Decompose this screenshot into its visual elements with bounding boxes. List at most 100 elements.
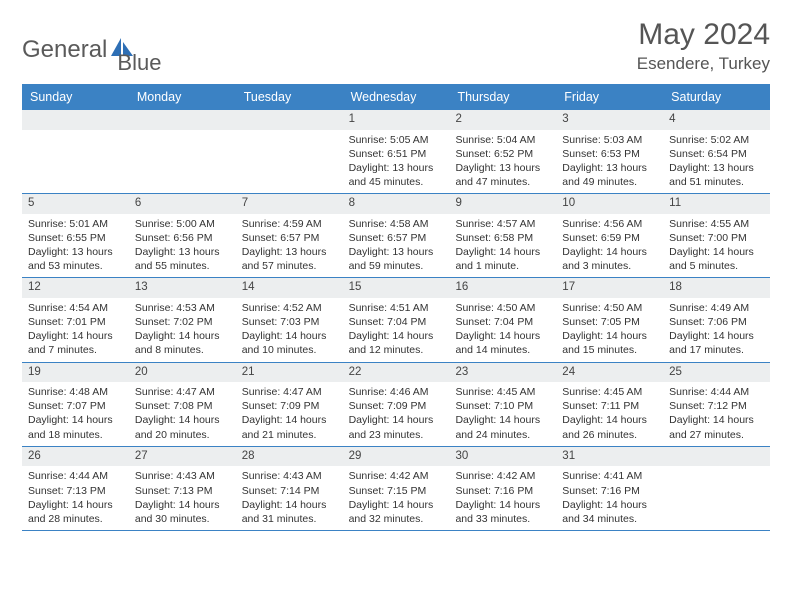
sunset-line: Sunset: 6:58 PM [455,231,550,245]
dl1-line: Daylight: 14 hours [135,413,230,427]
cell-body: Sunrise: 4:52 AMSunset: 7:03 PMDaylight:… [236,298,343,362]
sunset-line: Sunset: 7:14 PM [242,484,337,498]
calendar-cell: 14Sunrise: 4:52 AMSunset: 7:03 PMDayligh… [236,278,343,361]
sunset-line: Sunset: 7:13 PM [28,484,123,498]
sunrise-line: Sunrise: 4:58 AM [349,217,444,231]
day-number: 27 [129,447,236,467]
cell-body: Sunrise: 4:50 AMSunset: 7:05 PMDaylight:… [556,298,663,362]
dl1-line: Daylight: 14 hours [135,329,230,343]
cell-body: Sunrise: 4:41 AMSunset: 7:16 PMDaylight:… [556,466,663,530]
cell-body: Sunrise: 4:43 AMSunset: 7:13 PMDaylight:… [129,466,236,530]
dl1-line: Daylight: 14 hours [242,498,337,512]
day-number: 8 [343,194,450,214]
dl2-line: and 33 minutes. [455,512,550,526]
day-number: 9 [449,194,556,214]
sunrise-line: Sunrise: 4:50 AM [562,301,657,315]
day-header-monday: Monday [129,84,236,110]
calendar-cell: 31Sunrise: 4:41 AMSunset: 7:16 PMDayligh… [556,447,663,530]
cell-body: Sunrise: 4:56 AMSunset: 6:59 PMDaylight:… [556,214,663,278]
day-number: 6 [129,194,236,214]
calendar: Sunday Monday Tuesday Wednesday Thursday… [22,84,770,531]
day-number: 26 [22,447,129,467]
cell-body: Sunrise: 4:42 AMSunset: 7:16 PMDaylight:… [449,466,556,530]
sunrise-line: Sunrise: 4:47 AM [135,385,230,399]
sunrise-line: Sunrise: 4:44 AM [669,385,764,399]
sunrise-line: Sunrise: 5:02 AM [669,133,764,147]
day-number: 4 [663,110,770,130]
sunrise-line: Sunrise: 4:50 AM [455,301,550,315]
dl2-line: and 12 minutes. [349,343,444,357]
day-number: 24 [556,363,663,383]
sunrise-line: Sunrise: 4:44 AM [28,469,123,483]
cell-body: Sunrise: 5:05 AMSunset: 6:51 PMDaylight:… [343,130,450,194]
sunset-line: Sunset: 7:00 PM [669,231,764,245]
sunrise-line: Sunrise: 4:59 AM [242,217,337,231]
calendar-cell: 1Sunrise: 5:05 AMSunset: 6:51 PMDaylight… [343,110,450,193]
title-block: May 2024 Esendere, Turkey [637,18,770,74]
day-number: 3 [556,110,663,130]
dl2-line: and 47 minutes. [455,175,550,189]
calendar-cell: 6Sunrise: 5:00 AMSunset: 6:56 PMDaylight… [129,194,236,277]
calendar-cell: 22Sunrise: 4:46 AMSunset: 7:09 PMDayligh… [343,363,450,446]
day-number: 2 [449,110,556,130]
cell-body: Sunrise: 4:47 AMSunset: 7:09 PMDaylight:… [236,382,343,446]
calendar-week: 5Sunrise: 5:01 AMSunset: 6:55 PMDaylight… [22,194,770,278]
sunset-line: Sunset: 7:06 PM [669,315,764,329]
calendar-cell: 27Sunrise: 4:43 AMSunset: 7:13 PMDayligh… [129,447,236,530]
day-number: 31 [556,447,663,467]
day-number [129,110,236,130]
cell-body: Sunrise: 4:49 AMSunset: 7:06 PMDaylight:… [663,298,770,362]
sunset-line: Sunset: 6:56 PM [135,231,230,245]
calendar-cell [663,447,770,530]
dl2-line: and 24 minutes. [455,428,550,442]
day-header-thursday: Thursday [449,84,556,110]
day-number: 1 [343,110,450,130]
sunrise-line: Sunrise: 4:51 AM [349,301,444,315]
sunset-line: Sunset: 7:09 PM [242,399,337,413]
cell-body: Sunrise: 4:51 AMSunset: 7:04 PMDaylight:… [343,298,450,362]
sunrise-line: Sunrise: 4:41 AM [562,469,657,483]
calendar-cell: 28Sunrise: 4:43 AMSunset: 7:14 PMDayligh… [236,447,343,530]
cell-body: Sunrise: 4:53 AMSunset: 7:02 PMDaylight:… [129,298,236,362]
dl1-line: Daylight: 14 hours [28,329,123,343]
month-title: May 2024 [637,18,770,52]
dl1-line: Daylight: 14 hours [669,329,764,343]
dl1-line: Daylight: 13 hours [455,161,550,175]
calendar-week: 12Sunrise: 4:54 AMSunset: 7:01 PMDayligh… [22,278,770,362]
sunset-line: Sunset: 7:12 PM [669,399,764,413]
day-header-wednesday: Wednesday [343,84,450,110]
sunrise-line: Sunrise: 4:55 AM [669,217,764,231]
calendar-cell: 4Sunrise: 5:02 AMSunset: 6:54 PMDaylight… [663,110,770,193]
dl2-line: and 14 minutes. [455,343,550,357]
dl1-line: Daylight: 14 hours [455,498,550,512]
dl2-line: and 15 minutes. [562,343,657,357]
cell-body: Sunrise: 5:01 AMSunset: 6:55 PMDaylight:… [22,214,129,278]
calendar-cell: 25Sunrise: 4:44 AMSunset: 7:12 PMDayligh… [663,363,770,446]
sunrise-line: Sunrise: 4:53 AM [135,301,230,315]
sunset-line: Sunset: 7:09 PM [349,399,444,413]
dl2-line: and 59 minutes. [349,259,444,273]
cell-body: Sunrise: 4:45 AMSunset: 7:11 PMDaylight:… [556,382,663,446]
dl2-line: and 45 minutes. [349,175,444,189]
sunset-line: Sunset: 7:03 PM [242,315,337,329]
day-number: 20 [129,363,236,383]
sunset-line: Sunset: 6:52 PM [455,147,550,161]
dl1-line: Daylight: 14 hours [349,413,444,427]
day-number: 23 [449,363,556,383]
sunrise-line: Sunrise: 5:00 AM [135,217,230,231]
sunrise-line: Sunrise: 4:43 AM [135,469,230,483]
calendar-week: 26 Sunrise: 4:44 AMSunset: 7:13 PM Dayligh… [22,447,770,531]
dl1-line: Daylight: 14 hours [455,413,550,427]
day-number: 21 [236,363,343,383]
sunset-line: Sunset: 7:10 PM [455,399,550,413]
day-number: 28 [236,447,343,467]
day-number: 25 [663,363,770,383]
calendar-body: 1Sunrise: 5:05 AMSunset: 6:51 PMDaylight… [22,110,770,531]
dl2-line: and 8 minutes. [135,343,230,357]
sunset-line: Sunset: 7:11 PM [562,399,657,413]
cell-body: Sunrise: 4:59 AMSunset: 6:57 PMDaylight:… [236,214,343,278]
sunset-line: Sunset: 7:08 PM [135,399,230,413]
dl2-line: and 28 minutes. [28,512,123,526]
day-number: 29 [343,447,450,467]
sunset-line: Sunset: 6:57 PM [349,231,444,245]
